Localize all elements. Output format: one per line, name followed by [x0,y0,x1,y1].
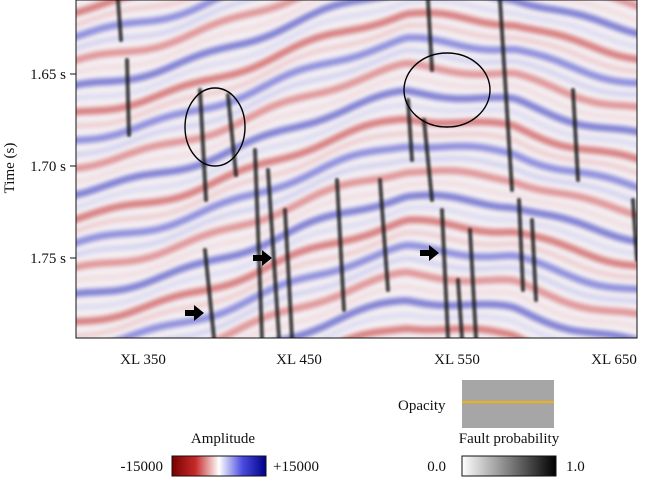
fault-streak [440,208,450,338]
fault-streak [426,0,434,72]
arrow-icon-2 [253,250,272,266]
horizon-band [76,167,637,271]
fault-streak [530,218,538,302]
horizon-band [76,180,637,283]
fault-colorbar: Fault probability 0.0 1.0 [427,431,585,477]
horizon-band [76,0,194,28]
arrow-icon-3 [420,245,439,261]
horizon-band [76,9,637,116]
fault-streak [283,208,294,338]
fault-streak [631,198,637,262]
annotation-ellipse-right [403,52,491,128]
horizon-band [76,142,637,247]
x-tick-label-1: XL 350 [120,352,166,368]
x-tick-label-4: XL 650 [591,352,637,368]
fault-streak [571,88,580,182]
fault-streak [378,178,390,292]
opacity-control: Opacity [398,380,554,428]
horizon-band [76,59,637,172]
amplitude-horizons [66,0,642,464]
opacity-label: Opacity [398,398,446,414]
amplitude-min-label: -15000 [121,459,164,475]
amplitude-title: Amplitude [191,431,256,447]
fault-min-label: 0.0 [427,459,446,475]
fault-streak [125,58,131,137]
fault-title: Fault probability [459,431,560,447]
fault-streak [226,93,238,177]
section-frame [75,0,638,339]
fault-streak [116,0,123,42]
y-tick-label-1: 1.65 s [30,67,66,83]
horizon-band [76,0,637,76]
horizon-band [213,268,637,338]
horizon-band [76,155,637,258]
x-axis: XL 350 XL 450 XL 550 XL 650 [120,352,637,368]
horizon-band [76,130,637,234]
horizon-band [76,229,637,338]
opacity-box [462,380,554,428]
fault-streak [266,168,281,338]
horizon-band [76,22,637,129]
seismic-section [66,0,642,464]
amplitude-colorbar-swatch [171,455,267,477]
fault-streak [335,178,346,312]
fault-streak [253,148,264,338]
x-tick-label-2: XL 450 [276,352,322,368]
horizon-band [158,255,637,338]
horizon-band [76,191,637,298]
horizon-band [76,87,637,199]
horizon-band [318,312,563,338]
horizon-band [76,0,637,101]
horizon-band [114,241,637,338]
y-tick-label-2: 1.70 s [30,159,66,175]
amplitude-max-label: +15000 [273,459,319,475]
horizon-band [76,0,259,52]
x-tick-label-3: XL 550 [434,352,480,368]
fault-streak [468,228,478,338]
fault-streak [456,278,464,338]
amplitude-colorbar: Amplitude -15000 +15000 [121,431,319,477]
horizon-band [76,47,637,158]
horizon-band [66,365,642,464]
y-axis-label: Time (s) [2,143,18,194]
horizon-band [239,284,637,338]
fault-overlay [116,0,637,338]
horizon-band [76,74,637,185]
horizon-band [341,325,528,338]
horizon-band [76,0,637,64]
fault-streak [406,98,414,162]
fault-streak [422,118,434,202]
horizon-band [76,34,637,144]
fault-streak [203,248,216,338]
horizon-band [76,115,637,224]
horizon-band [76,204,637,310]
horizon-band [276,297,637,338]
fault-max-label: 1.0 [566,459,585,475]
fault-streak [198,88,208,202]
horizon-band [76,0,223,41]
fault-streak [517,198,525,292]
y-axis: Time (s) 1.65 s 1.70 s 1.75 s [2,67,76,267]
fault-colorbar-swatch [461,455,557,477]
horizon-band [76,216,637,326]
horizon-band [76,0,637,89]
arrow-icon-1 [185,305,204,321]
y-tick-label-3: 1.75 s [30,251,66,267]
fault-streak [498,0,514,192]
horizon-band [76,102,637,210]
annotation-ellipse-left [184,87,246,167]
